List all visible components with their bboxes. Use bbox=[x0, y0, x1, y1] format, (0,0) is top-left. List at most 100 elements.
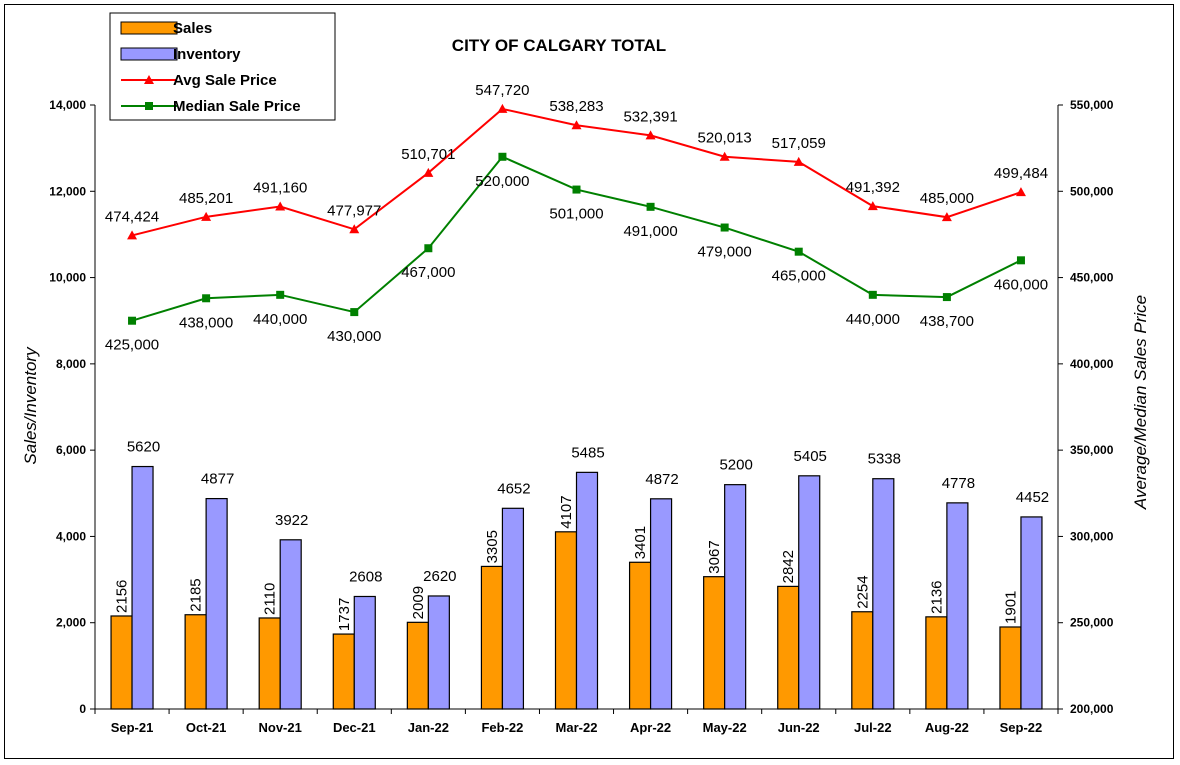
median-price-data-label: 430,000 bbox=[327, 328, 381, 345]
legend-entry-label: Avg Sale Price bbox=[173, 72, 277, 89]
median-price-marker bbox=[942, 293, 951, 302]
lines bbox=[127, 103, 1026, 325]
sales-data-label: 2110 bbox=[262, 583, 279, 615]
inventory-bar bbox=[427, 595, 450, 710]
avg-price-marker bbox=[719, 151, 730, 161]
sales-data-label: 2254 bbox=[854, 575, 871, 608]
y-tick-label: 14,000 bbox=[49, 98, 86, 112]
y2-tick-label: 350,000 bbox=[1070, 443, 1114, 457]
avg-price-marker bbox=[127, 230, 138, 240]
legend: Sales Inventory Avg Sale Price Median Sale … bbox=[109, 12, 336, 121]
inventory-bar bbox=[724, 484, 747, 710]
avg-price-data-label: 538,283 bbox=[549, 98, 603, 115]
median-price-data-label: 491,000 bbox=[623, 223, 677, 240]
inventory-data-label: 5405 bbox=[794, 448, 827, 465]
bars bbox=[110, 465, 1043, 710]
median-price-data-label: 520,000 bbox=[475, 173, 529, 190]
x-tick-label: Feb-22 bbox=[481, 720, 523, 735]
inventory-bar bbox=[649, 498, 673, 710]
sales-bar bbox=[110, 615, 133, 710]
sales-bar bbox=[925, 616, 948, 710]
y2-tick-label: 300,000 bbox=[1070, 529, 1114, 543]
median-price-data-label: 438,000 bbox=[179, 314, 233, 331]
x-tick-label: Jul-22 bbox=[854, 720, 892, 735]
median-price-marker bbox=[276, 290, 285, 299]
inventory-bar bbox=[1020, 516, 1043, 710]
y2-tick-label: 450,000 bbox=[1070, 271, 1114, 285]
x-tick-label: Sep-21 bbox=[111, 720, 154, 735]
y-tick-label: 2,000 bbox=[56, 616, 86, 630]
sales-bar bbox=[777, 585, 800, 710]
y-tick-label: 6,000 bbox=[56, 443, 86, 457]
sales-bar bbox=[184, 614, 207, 710]
sales-data-label: 1901 bbox=[1002, 591, 1019, 624]
avg-price-data-label: 477,977 bbox=[327, 202, 381, 219]
sales-data-label: 1737 bbox=[336, 598, 353, 631]
median-price-data-label: 438,700 bbox=[920, 313, 974, 330]
inventory-bar bbox=[501, 507, 525, 710]
median-price-data-label: 501,000 bbox=[549, 206, 603, 223]
inventory-data-label: 4452 bbox=[1016, 489, 1049, 506]
inventory-bar bbox=[798, 475, 821, 710]
x-tick-label: Mar-22 bbox=[556, 720, 598, 735]
inventory-legend-swatch bbox=[120, 47, 178, 61]
sales-data-label: 3067 bbox=[706, 540, 723, 573]
median-price-marker bbox=[424, 244, 433, 253]
median-price-marker bbox=[1016, 256, 1025, 265]
sales-data-label: 2009 bbox=[410, 586, 427, 619]
inventory-data-label: 4778 bbox=[942, 475, 975, 492]
sales-data-label: 2136 bbox=[928, 580, 945, 613]
y2-tick-label: 500,000 bbox=[1070, 184, 1114, 198]
y-tick-label: 4,000 bbox=[56, 529, 86, 543]
avg-price-data-label: 474,424 bbox=[105, 208, 159, 225]
inventory-bar bbox=[946, 502, 969, 710]
median-price-marker bbox=[202, 294, 211, 303]
median-price-data-label: 440,000 bbox=[253, 311, 307, 328]
y2-axis-label: Average/Median Sales Price bbox=[1131, 295, 1150, 510]
inventory-data-label: 2620 bbox=[423, 568, 456, 585]
median-price-marker bbox=[498, 152, 507, 161]
legend-entry-label: Median Sale Price bbox=[173, 98, 301, 115]
avg-price-data-label: 485,201 bbox=[179, 190, 233, 207]
inventory-bar bbox=[131, 465, 154, 710]
median-price-data-label: 465,000 bbox=[772, 268, 826, 285]
data-labels: 2156 5620 2185 4877 2110 3922 1737 2608 20092620… bbox=[105, 82, 1049, 631]
avg-price-marker bbox=[1015, 187, 1026, 197]
median-price-marker bbox=[128, 316, 137, 325]
sales-bar bbox=[999, 626, 1022, 710]
avg-price-data-label: 510,701 bbox=[401, 146, 455, 163]
avg-price-data-label: 499,484 bbox=[994, 165, 1048, 182]
sales-bar bbox=[480, 565, 504, 710]
avg-price-data-label: 491,160 bbox=[253, 180, 307, 197]
inventory-data-label: 4872 bbox=[645, 471, 678, 488]
sales-data-label: 4107 bbox=[558, 495, 575, 528]
sales-legend-swatch bbox=[120, 21, 178, 35]
x-tick-label: Jun-22 bbox=[778, 720, 820, 735]
avg-price-marker bbox=[941, 212, 952, 222]
y-tick-label: 10,000 bbox=[49, 271, 86, 285]
median-price-marker bbox=[572, 185, 581, 194]
avg-price-data-label: 547,720 bbox=[475, 82, 529, 99]
x-tick-label: Oct-21 bbox=[186, 720, 226, 735]
x-tick-label: Nov-21 bbox=[259, 720, 302, 735]
median-price-data-label: 467,000 bbox=[401, 264, 455, 281]
y2-tick-label: 250,000 bbox=[1070, 616, 1114, 630]
y2-tick-label: 200,000 bbox=[1070, 702, 1114, 716]
x-tick-label: Sep-22 bbox=[1000, 720, 1043, 735]
inventory-data-label: 5485 bbox=[571, 444, 604, 461]
inventory-data-label: 2608 bbox=[349, 568, 382, 585]
inventory-data-label: 4877 bbox=[201, 471, 234, 488]
avg-price-marker bbox=[201, 211, 212, 221]
median-price-data-label: 460,000 bbox=[994, 276, 1048, 293]
median-price-marker bbox=[646, 202, 655, 211]
avg-price-data-label: 532,391 bbox=[623, 108, 677, 125]
x-tick-label: May-22 bbox=[703, 720, 747, 735]
legend-entry-label: Sales bbox=[173, 20, 212, 37]
avg-price-marker bbox=[423, 167, 434, 177]
sales-data-label: 3401 bbox=[632, 526, 649, 559]
avg-price-data-label: 517,059 bbox=[772, 135, 826, 152]
inventory-data-label: 4652 bbox=[497, 480, 530, 497]
y-tick-label: 0 bbox=[79, 702, 86, 716]
avg-price-marker bbox=[867, 201, 878, 211]
axes: 0 2,000 4,000 6,000 8,000 10,000 12,000 14,000 2… bbox=[49, 98, 1113, 735]
